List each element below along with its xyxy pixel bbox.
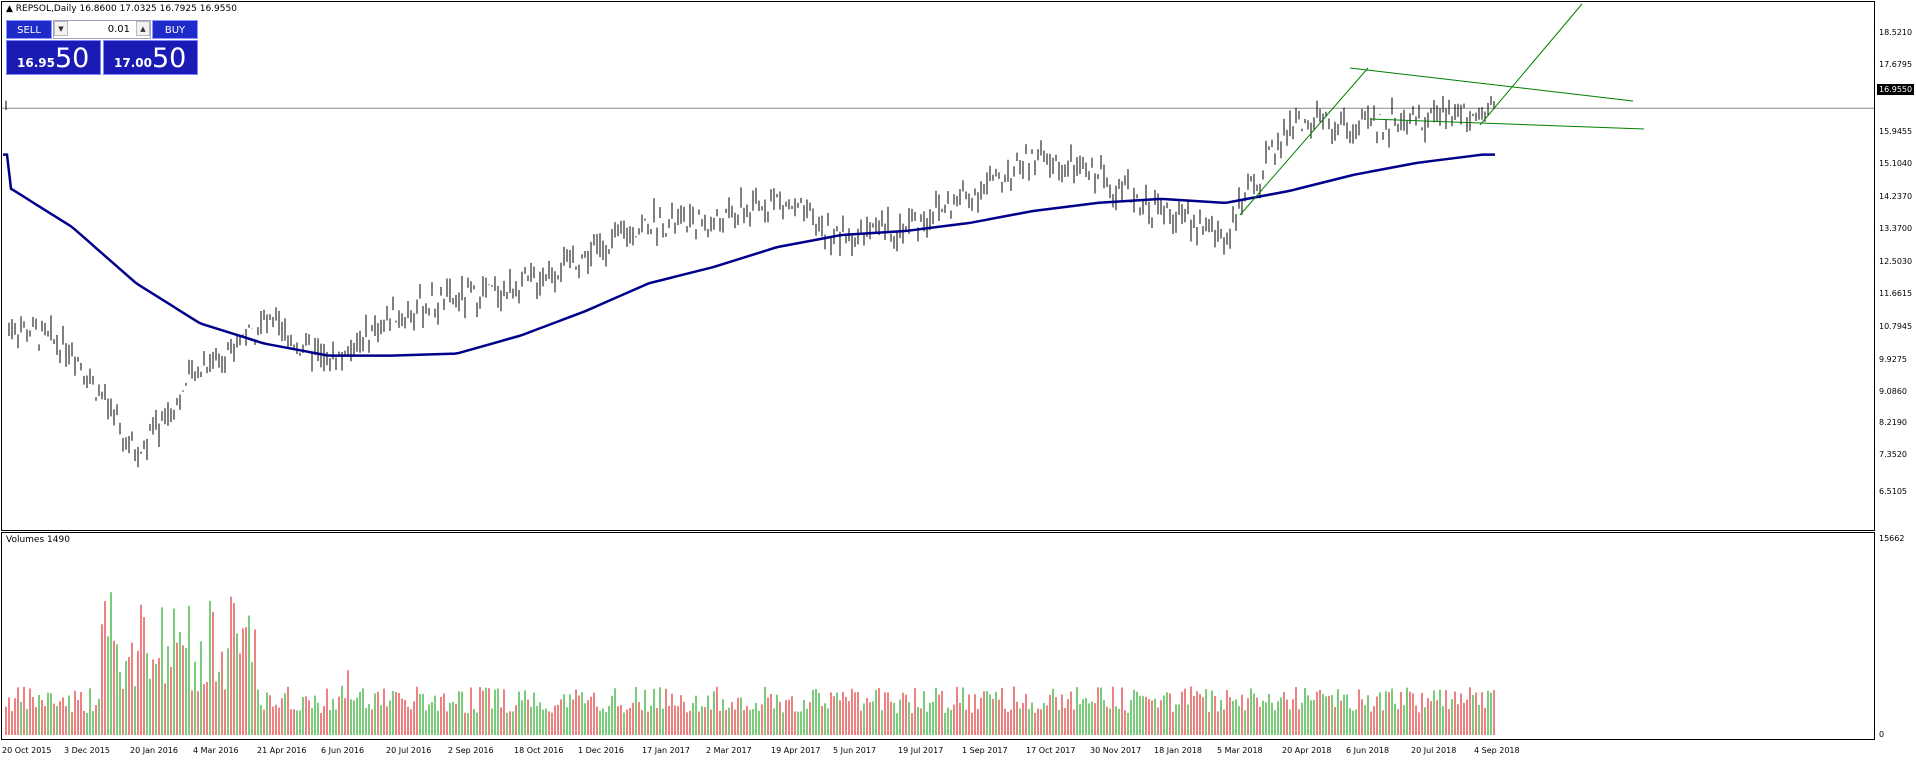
symbol-info: ▲ REPSOL,Daily 16.8600 17.0325 16.7925 1… [6,4,237,14]
trendline-support[interactable] [1239,67,1369,216]
price-axis-label: 9.9275 [1879,355,1907,364]
time-axis-label: 20 Apr 2018 [1282,746,1332,755]
time-axis-label: 1 Dec 2016 [578,746,625,755]
buy-button[interactable]: BUY [152,20,198,39]
current-price-tag: 16.9550 [1877,84,1915,95]
price-axis-label: 18.5210 [1879,28,1913,37]
bid-price-small: 16.95 [17,56,55,70]
volume-min-label: 0 [1879,730,1885,739]
bid-price[interactable]: 16.95 50 [6,40,101,75]
moving-average-line [3,153,1495,357]
lot-size-input[interactable]: 0.01 [53,20,151,39]
time-axis-label: 19 Jul 2017 [898,746,944,755]
time-axis-label: 19 Apr 2017 [771,746,821,755]
price-axis-label: 6.5105 [1879,487,1907,496]
price-axis-label: 8.2190 [1879,418,1907,427]
price-axis-label: 9.0860 [1879,387,1907,396]
price-axis-label: 12.5030 [1879,257,1913,266]
price-chart-panel[interactable]: ▲ REPSOL,Daily 16.8600 17.0325 16.7925 1… [1,1,1875,531]
sell-button[interactable]: SELL [6,20,52,39]
trendline-channel-bottom[interactable] [1369,118,1645,130]
price-axis-label: 10.7945 [1879,322,1913,331]
volume-max-label: 15662 [1879,534,1905,543]
time-axis-label: 17 Oct 2017 [1026,746,1076,755]
bid-price-big: 50 [55,43,90,74]
price-axis-label: 7.3520 [1879,450,1907,459]
lot-decrease-icon[interactable]: ▼ [54,21,68,36]
price-axis-label: 15.1040 [1879,159,1913,168]
trendline-breakout[interactable] [1479,3,1583,126]
collapse-triangle-icon[interactable]: ▲ [6,4,13,14]
price-axis-label: 14.2370 [1879,192,1913,201]
time-axis-label: 18 Oct 2016 [514,746,564,755]
trendline-resistance[interactable] [1349,67,1634,102]
price-axis-label: 11.6615 [1879,289,1913,298]
lot-increase-icon[interactable]: ▲ [136,21,150,36]
one-click-trading-panel: SELL 0.01 ▼ ▲ BUY 16.95 50 17.00 50 [6,20,198,75]
ask-price[interactable]: 17.00 50 [103,40,198,75]
volume-panel[interactable]: Volumes 1490 [1,532,1875,740]
time-axis-label: 20 Jul 2018 [1411,746,1457,755]
time-axis-label: 5 Mar 2018 [1217,746,1263,755]
price-axis-label: 13.3700 [1879,224,1913,233]
time-axis-label: 2 Mar 2017 [706,746,752,755]
symbol-name: REPSOL,Daily [15,4,77,14]
lot-size-value: 0.01 [107,24,130,35]
time-axis-label: 30 Nov 2017 [1090,746,1142,755]
time-axis-label: 20 Jul 2016 [386,746,432,755]
ask-price-small: 17.00 [114,56,152,70]
time-axis-label: 2 Sep 2016 [448,746,494,755]
ask-price-big: 50 [152,43,187,74]
time-axis-label: 4 Sep 2018 [1474,746,1520,755]
time-axis-label: 1 Sep 2017 [962,746,1008,755]
time-axis-label: 6 Jun 2016 [321,746,365,755]
time-axis-label: 21 Apr 2016 [257,746,307,755]
time-axis-label: 17 Jan 2017 [642,746,690,755]
price-axis-label: 15.9455 [1879,127,1913,136]
time-axis-label: 3 Dec 2015 [64,746,111,755]
price-axis-label: 17.6795 [1879,60,1913,69]
time-axis-label: 20 Oct 2015 [2,746,52,755]
ohlc-values: 16.8600 17.0325 16.7925 16.9550 [79,4,237,14]
time-axis-label: 20 Jan 2016 [130,746,178,755]
time-axis-label: 18 Jan 2018 [1154,746,1202,755]
time-axis-label: 6 Jun 2018 [1346,746,1390,755]
time-axis-label: 4 Mar 2016 [193,746,239,755]
time-axis-label: 5 Jun 2017 [833,746,877,755]
volume-title: Volumes 1490 [6,535,70,545]
